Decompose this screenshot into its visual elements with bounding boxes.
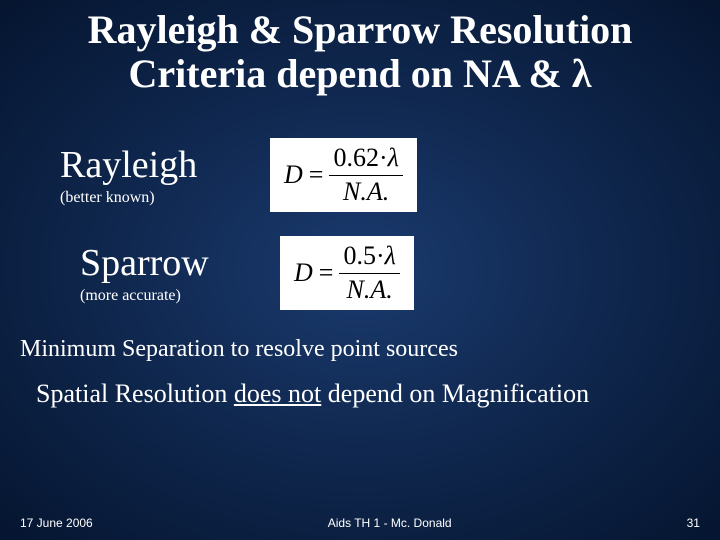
- sparrow-name: Sparrow: [80, 241, 280, 285]
- sparrow-formula-frac: 0.5·λ N.A.: [339, 242, 399, 304]
- sparrow-formula-eq: =: [319, 258, 334, 288]
- spatial-res-emphasis: does not: [234, 379, 321, 408]
- sparrow-formula-den: N.A.: [343, 274, 397, 305]
- sparrow-dot: ·: [376, 241, 385, 270]
- title-line-1: Rayleigh & Sparrow Resolution: [0, 8, 720, 52]
- rayleigh-label: Rayleigh (better known): [60, 143, 270, 207]
- sparrow-lambda: λ: [385, 241, 396, 270]
- rayleigh-name: Rayleigh: [60, 143, 270, 187]
- slide-title: Rayleigh & Sparrow Resolution Criteria d…: [0, 0, 720, 96]
- rayleigh-row: Rayleigh (better known) D = 0.62·λ N.A.: [60, 138, 720, 212]
- slide: Rayleigh & Sparrow Resolution Criteria d…: [0, 0, 720, 540]
- sparrow-row: Sparrow (more accurate) D = 0.5·λ N.A.: [80, 236, 720, 310]
- rayleigh-coeff: 0.62: [333, 143, 379, 172]
- spatial-res-suffix: depend on Magnification: [321, 379, 589, 408]
- footer-center: Aids TH 1 - Mc. Donald: [328, 516, 452, 530]
- rayleigh-formula-frac: 0.62·λ N.A.: [329, 144, 402, 206]
- sparrow-coeff: 0.5: [343, 241, 376, 270]
- footer-page-number: 31: [687, 516, 700, 530]
- rayleigh-note: (better known): [60, 189, 270, 207]
- rayleigh-formula: D = 0.62·λ N.A.: [270, 138, 417, 212]
- spatial-resolution-text: Spatial Resolution does not depend on Ma…: [36, 379, 720, 409]
- sparrow-formula-lhs: D: [294, 258, 313, 288]
- title-line-2: Criteria depend on NA & λ: [0, 52, 720, 96]
- rayleigh-formula-eq: =: [309, 160, 324, 190]
- rayleigh-formula-num: 0.62·λ: [329, 144, 402, 176]
- minimum-separation-text: Minimum Separation to resolve point sour…: [20, 336, 720, 363]
- sparrow-label: Sparrow (more accurate): [80, 241, 280, 305]
- rayleigh-lambda: λ: [388, 143, 399, 172]
- sparrow-formula-num: 0.5·λ: [339, 242, 399, 274]
- rayleigh-formula-lhs: D: [284, 160, 303, 190]
- footer: 17 June 2006 Aids TH 1 - Mc. Donald 31: [0, 516, 720, 530]
- rayleigh-dot: ·: [379, 143, 388, 172]
- sparrow-note: (more accurate): [80, 287, 280, 305]
- spatial-res-prefix: Spatial Resolution: [36, 379, 234, 408]
- rayleigh-formula-den: N.A.: [339, 176, 393, 207]
- sparrow-formula: D = 0.5·λ N.A.: [280, 236, 414, 310]
- footer-date: 17 June 2006: [20, 516, 93, 530]
